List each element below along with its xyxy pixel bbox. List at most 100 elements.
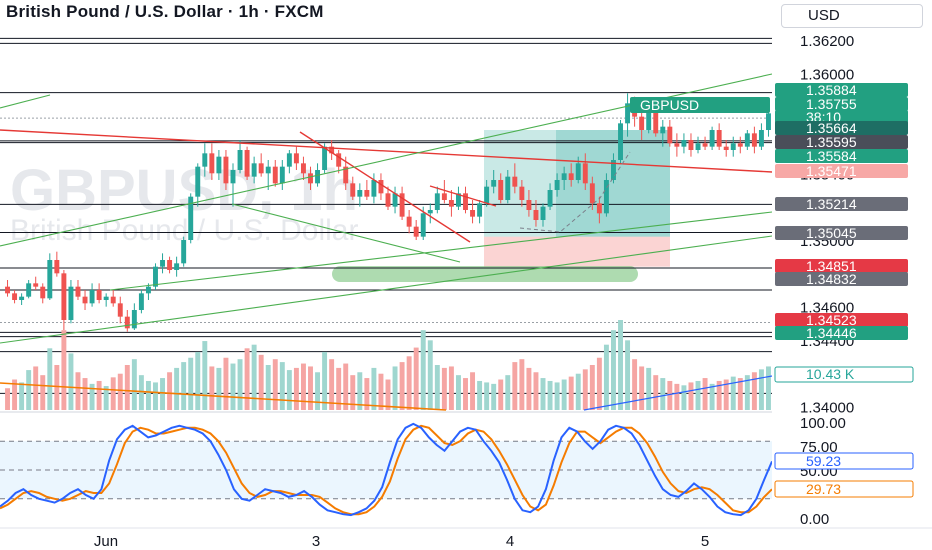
volume-bar [258, 354, 264, 410]
candle-body [427, 210, 433, 214]
price-tick-label: 1.34600 [800, 300, 854, 317]
candle-body [167, 260, 173, 270]
volume-bar [441, 367, 447, 410]
volume-bar [138, 375, 144, 410]
volume-bar [625, 340, 631, 410]
candle-body [667, 126, 673, 144]
volume-bar [174, 367, 180, 410]
volume-bar [371, 367, 377, 410]
volume-bar [209, 366, 215, 410]
price-tag-label: 1.34523 [806, 312, 857, 328]
volume-bar [244, 348, 250, 410]
volume-bar [12, 379, 18, 410]
volume-bar [561, 379, 567, 410]
volume-bar [216, 367, 222, 410]
price-tag [775, 97, 908, 111]
volume-bar [660, 378, 666, 410]
price-tag [775, 135, 908, 149]
price-tag-label: 1.35884 [806, 82, 857, 98]
currency-selector[interactable]: USD [781, 4, 923, 28]
candle-body [491, 180, 497, 187]
volume-bar [293, 367, 299, 410]
volume-bar [61, 330, 67, 410]
volume-bar [484, 382, 490, 410]
candle-body [89, 290, 95, 304]
candle-body [223, 156, 229, 184]
volume-bar [47, 348, 53, 410]
volume-bar [526, 367, 532, 410]
candle-body [611, 160, 616, 180]
stoch-tick-label: 100.00 [800, 415, 846, 432]
symbol-label[interactable]: GBPUSD [640, 97, 699, 113]
candle-body [33, 283, 39, 287]
volume-bar [463, 378, 468, 410]
candle-body [399, 193, 405, 217]
volume-bar [554, 382, 560, 410]
candle-body [484, 186, 490, 204]
volume-bar [751, 372, 757, 410]
volume-bar [343, 363, 349, 410]
candle-body [195, 166, 201, 197]
candle-body [505, 176, 511, 200]
candle-body [343, 166, 349, 184]
volume-bar [68, 353, 74, 410]
volume-bar [547, 380, 553, 410]
time-tick-label: Jun [94, 533, 118, 550]
volume-bar [667, 380, 673, 410]
volume-bar [300, 363, 306, 410]
candle-body [258, 163, 264, 174]
volume-trendline [583, 375, 773, 411]
volume-bar [709, 383, 715, 410]
candle-body [730, 143, 736, 150]
volume-bar [674, 383, 680, 410]
candle-body [237, 150, 243, 170]
green-trendline [109, 211, 773, 291]
candle-body [160, 260, 165, 267]
volume-bar [455, 375, 461, 410]
price-tag [775, 121, 908, 135]
candle-body [385, 193, 391, 207]
stoch-tick-label: 0.00 [800, 511, 829, 528]
volume-bar [315, 372, 321, 410]
candle-body [709, 130, 715, 147]
volume-bar [512, 362, 518, 410]
price-tag-label: 1.35755 [806, 96, 857, 112]
volume-bar [279, 362, 285, 410]
volume-bar [723, 379, 729, 410]
volume-bar [688, 382, 694, 410]
candle-body [406, 216, 412, 227]
volume-bar [322, 351, 328, 410]
volume-bar [596, 357, 602, 410]
candle-body [19, 296, 25, 300]
price-tag [775, 197, 908, 211]
candle-body [751, 133, 757, 147]
red-trendline [0, 129, 773, 173]
volume-bar [498, 379, 504, 410]
candle-body [758, 130, 764, 147]
volume-bar [40, 375, 46, 410]
price-tick-label: 1.34000 [800, 400, 854, 417]
candle-body [5, 286, 10, 294]
candle-body [420, 213, 426, 237]
volume-bar [603, 344, 609, 410]
volume-bar [575, 373, 581, 410]
candle-body [547, 190, 553, 207]
candle-body [315, 170, 321, 184]
red-trendline [299, 131, 471, 243]
red-trendline [429, 185, 497, 207]
symbol-label-bg[interactable] [630, 97, 770, 113]
volume-bar [420, 330, 426, 410]
candle-body [723, 146, 729, 150]
candle-body [188, 196, 194, 240]
volume-bar [26, 370, 32, 410]
volume-bar [505, 375, 511, 410]
stoch-d-line [0, 424, 773, 516]
volume-bar [406, 356, 412, 410]
volume-bar [195, 351, 201, 410]
price-tag-label: 1.35045 [806, 225, 857, 241]
chart-title[interactable]: British Pound / U.S. Dollar · 1h · FXCM [6, 2, 324, 21]
candle-body [265, 166, 271, 174]
volume-bar [448, 366, 454, 410]
volume-bar [392, 366, 398, 410]
